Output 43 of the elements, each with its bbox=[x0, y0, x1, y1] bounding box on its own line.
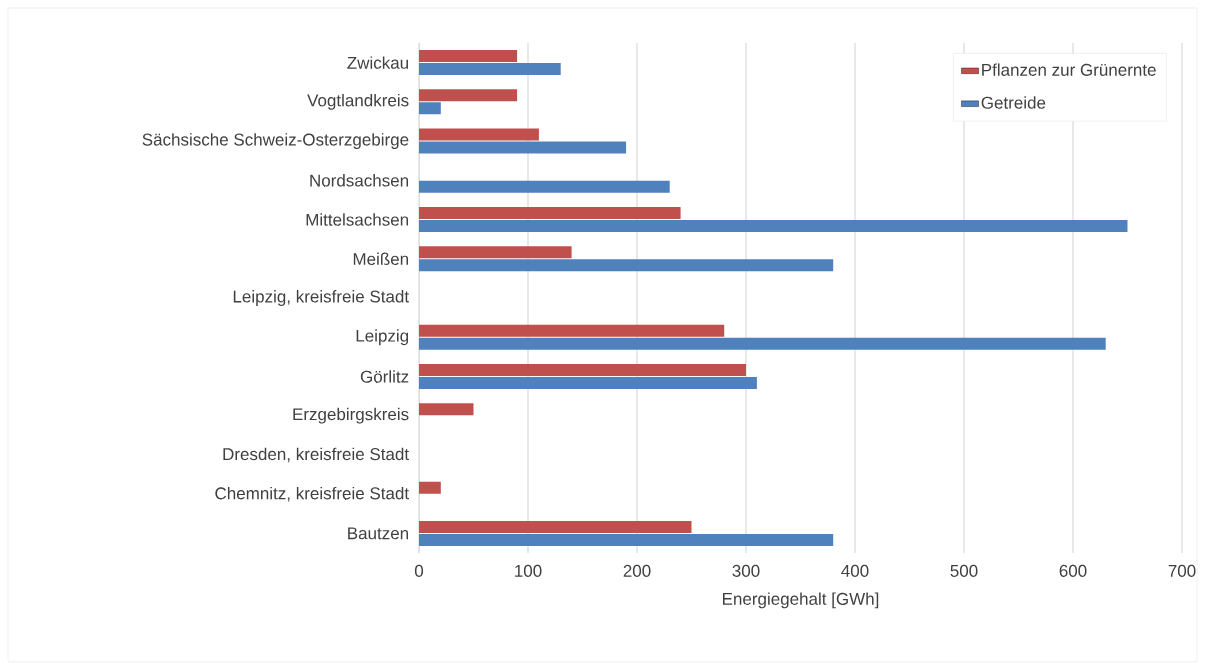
bar bbox=[419, 180, 670, 193]
bar bbox=[419, 89, 518, 102]
bar bbox=[419, 520, 692, 533]
x-tick-label: 400 bbox=[841, 564, 869, 577]
y-tick-label: Mittelsachsen bbox=[306, 213, 409, 226]
y-tick-label: Görlitz bbox=[360, 370, 409, 383]
x-tick-label: 700 bbox=[1168, 564, 1196, 577]
legend-label: Getreide bbox=[981, 96, 1046, 109]
bar bbox=[419, 207, 681, 220]
y-tick-label: Leipzig bbox=[356, 329, 409, 346]
bar bbox=[419, 533, 834, 546]
bar bbox=[419, 63, 561, 76]
bar bbox=[419, 246, 572, 259]
y-tick-label: Vogtlandkreis bbox=[307, 93, 409, 110]
bar bbox=[419, 376, 757, 389]
y-tick-label: Leipzig, kreisfreie Stadt bbox=[233, 290, 409, 306]
x-axis-title: Energiegehalt [GWh] bbox=[722, 592, 879, 609]
y-tick-label: Dresden, kreisfreie Stadt bbox=[223, 447, 409, 463]
x-tick-label: 500 bbox=[950, 564, 978, 577]
x-tick-label: 100 bbox=[515, 564, 542, 577]
bar bbox=[419, 481, 441, 494]
bar bbox=[419, 141, 627, 154]
y-tick-label: Erzgebirgskreis bbox=[293, 407, 409, 424]
bar bbox=[419, 337, 1106, 350]
bar bbox=[419, 102, 441, 115]
y-tick-label: Sächsische Schweiz-Osterzgebirge bbox=[142, 133, 409, 149]
bar bbox=[419, 403, 474, 416]
bar bbox=[419, 363, 746, 376]
x-tick-label: 300 bbox=[732, 564, 760, 577]
y-tick-label: Chemnitz, kreisfreie Stadt bbox=[215, 486, 409, 502]
y-tick-label: Zwickau bbox=[347, 56, 409, 69]
x-tick-label: 600 bbox=[1059, 564, 1087, 577]
x-tick-label: 0 bbox=[414, 564, 424, 577]
bar bbox=[419, 50, 518, 63]
x-tick-label: 200 bbox=[623, 564, 651, 577]
y-tick-label: Nordsachsen bbox=[310, 174, 409, 187]
legend-label: Pflanzen zur Grünernte bbox=[982, 63, 1156, 76]
y-tick-label: Meißen bbox=[353, 252, 409, 266]
bar bbox=[419, 324, 725, 337]
bar bbox=[419, 259, 834, 272]
bar bbox=[419, 220, 1128, 233]
y-tick-label: Bautzen bbox=[348, 527, 409, 540]
bar bbox=[419, 128, 539, 141]
